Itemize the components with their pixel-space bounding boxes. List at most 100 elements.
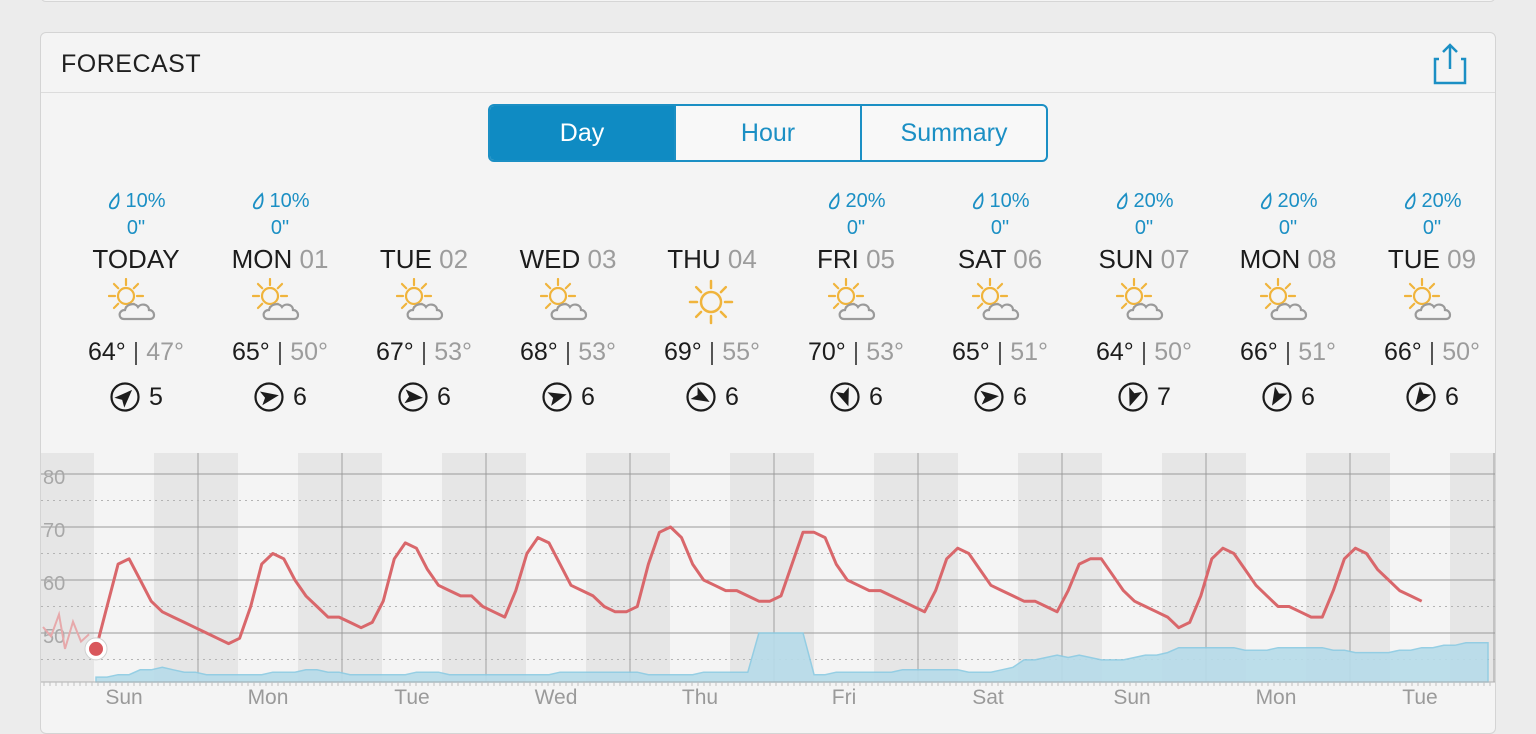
day-label: TUE 09 bbox=[1360, 244, 1495, 276]
precip-amount bbox=[496, 216, 640, 244]
day-name: FRI bbox=[816, 244, 859, 274]
x-tick-label: Sun bbox=[1113, 686, 1150, 709]
high-temp: 66° bbox=[1239, 338, 1278, 366]
wind-direction-icon bbox=[1262, 382, 1292, 412]
precip-chance: 20% bbox=[1072, 190, 1216, 216]
temp-separator: | bbox=[420, 338, 428, 366]
past-temperature-line bbox=[42, 610, 90, 650]
raindrop-icon bbox=[1117, 192, 1129, 210]
share-icon[interactable] bbox=[1431, 41, 1471, 85]
day-label: SUN 07 bbox=[1072, 244, 1216, 276]
wind-direction-icon bbox=[110, 382, 140, 412]
x-tick-label: Mon bbox=[248, 686, 289, 709]
temp-separator: | bbox=[852, 338, 860, 366]
wind: 6 bbox=[352, 374, 496, 420]
day-column[interactable]: WED 03 68° | 53° 6 bbox=[496, 190, 640, 420]
wind-speed: 6 bbox=[1013, 382, 1027, 411]
raindrop-icon bbox=[829, 192, 841, 210]
day-column[interactable]: 10% 0" MON 01 65° | 50° 6 bbox=[208, 190, 352, 420]
partly-cloudy-icon bbox=[496, 276, 640, 330]
day-column[interactable]: 20% 0" TUE 09 66° | 50° 6 bbox=[1360, 190, 1495, 420]
day-label: MON 08 bbox=[1216, 244, 1360, 276]
day-number: 07 bbox=[1160, 244, 1190, 274]
partly-cloudy-icon bbox=[784, 276, 928, 330]
tab-hour[interactable]: Hour bbox=[676, 106, 862, 160]
day-name: MON bbox=[231, 244, 293, 274]
temp-separator: | bbox=[564, 338, 572, 366]
night-band bbox=[874, 453, 958, 682]
high-temp: 69° bbox=[663, 338, 702, 366]
wind-direction-icon bbox=[1118, 382, 1148, 412]
y-tick-label: 60 bbox=[43, 573, 65, 595]
temp-separator: | bbox=[276, 338, 284, 366]
temp-range: 65° | 50° bbox=[208, 330, 352, 374]
precip-chance: 10% bbox=[208, 190, 352, 216]
day-column[interactable]: 20% 0" FRI 05 70° | 53° 6 bbox=[784, 190, 928, 420]
day-column[interactable]: TUE 02 67° | 53° 6 bbox=[352, 190, 496, 420]
high-temp: 70° bbox=[807, 338, 846, 366]
x-tick-label: Tue bbox=[1402, 686, 1437, 709]
now-marker bbox=[89, 641, 103, 656]
day-label: WED 03 bbox=[496, 244, 640, 276]
night-band bbox=[1018, 453, 1102, 682]
temp-range: 70° | 53° bbox=[784, 330, 928, 374]
day-column[interactable]: 10% 0" SAT 06 65° | 51° 6 bbox=[928, 190, 1072, 420]
day-column[interactable]: 10% 0" TODAY 64° | 47° 5 bbox=[64, 190, 208, 420]
precip-chance bbox=[496, 190, 640, 216]
precip-value: 10% bbox=[269, 190, 310, 212]
temp-separator: | bbox=[1140, 338, 1148, 366]
wind-direction-icon bbox=[398, 382, 428, 412]
high-temp: 64° bbox=[87, 338, 126, 366]
wind-direction-icon bbox=[254, 382, 284, 412]
precip-chance: 20% bbox=[784, 190, 928, 216]
wind: 6 bbox=[784, 374, 928, 420]
night-band bbox=[442, 453, 526, 682]
night-band bbox=[298, 453, 382, 682]
day-number: 09 bbox=[1447, 244, 1477, 274]
low-temp: 50° bbox=[1442, 338, 1481, 366]
precip-amount: 0" bbox=[846, 217, 866, 239]
day-column[interactable]: 20% 0" MON 08 66° | 51° 6 bbox=[1216, 190, 1360, 420]
day-name: THU bbox=[667, 244, 721, 274]
precip-amount: 0" bbox=[126, 217, 146, 239]
temp-range: 68° | 53° bbox=[496, 330, 640, 374]
wind: 6 bbox=[640, 374, 784, 420]
y-tick-label: 50 bbox=[43, 626, 65, 648]
day-label: TODAY bbox=[64, 244, 208, 276]
wind-speed: 6 bbox=[293, 382, 307, 411]
temp-separator: | bbox=[132, 338, 140, 366]
wind-speed: 7 bbox=[1157, 382, 1171, 411]
wind: 5 bbox=[64, 374, 208, 420]
precip-chance: 10% bbox=[64, 190, 208, 216]
precip-amount: 0" bbox=[1422, 217, 1442, 239]
wind-direction-icon bbox=[974, 382, 1004, 412]
low-temp: 55° bbox=[722, 338, 761, 366]
x-tick-label: Mon bbox=[1256, 686, 1297, 709]
precip-chance bbox=[640, 190, 784, 216]
day-column[interactable]: THU 04 69° | 55° 6 bbox=[640, 190, 784, 420]
day-name: TODAY bbox=[92, 244, 180, 274]
day-column[interactable]: 20% 0" SUN 07 64° | 50° 7 bbox=[1072, 190, 1216, 420]
precip-amount bbox=[352, 216, 496, 244]
day-label: MON 01 bbox=[208, 244, 352, 276]
low-temp: 50° bbox=[290, 338, 329, 366]
tab-day[interactable]: Day bbox=[490, 106, 676, 160]
high-temp: 64° bbox=[1095, 338, 1134, 366]
sunny-icon bbox=[640, 276, 784, 330]
temp-separator: | bbox=[1428, 338, 1436, 366]
raindrop-icon bbox=[973, 192, 985, 210]
day-number: 08 bbox=[1307, 244, 1337, 274]
low-temp: 53° bbox=[434, 338, 473, 366]
low-temp: 51° bbox=[1010, 338, 1049, 366]
day-label: THU 04 bbox=[640, 244, 784, 276]
tab-summary[interactable]: Summary bbox=[900, 118, 1008, 147]
wind-speed: 6 bbox=[581, 382, 595, 411]
wind: 6 bbox=[928, 374, 1072, 420]
low-temp: 53° bbox=[866, 338, 905, 366]
day-label: TUE 02 bbox=[352, 244, 496, 276]
panel-title: FORECAST bbox=[61, 50, 202, 78]
day-number: 05 bbox=[866, 244, 896, 274]
precip-amount bbox=[640, 216, 784, 244]
precip-value: 20% bbox=[845, 190, 886, 212]
wind-speed: 5 bbox=[149, 382, 163, 411]
